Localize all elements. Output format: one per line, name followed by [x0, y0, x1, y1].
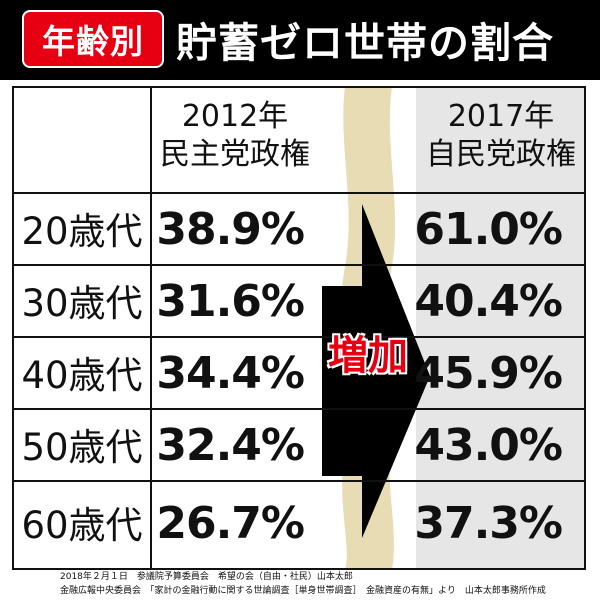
value-2012-50s: 32.4%: [156, 420, 305, 471]
column-year-2017: 2017年: [447, 99, 555, 134]
column-divider: [150, 86, 152, 570]
table-border-top: [12, 86, 586, 88]
row-divider: [12, 192, 586, 194]
value-2012-20s: 38.9%: [156, 204, 305, 255]
age-label-40s: 40歳代: [21, 354, 143, 397]
source-footer: 2018年２月１日 参議院予算委員会 希望の会（自由・社民）山本太郎 金融広報中…: [0, 570, 600, 600]
age-badge: 年齢別: [22, 10, 164, 68]
column-header-2012: 2012年 民主党政権: [150, 98, 320, 174]
value-2017-30s: 40.4%: [414, 276, 563, 327]
value-2012-40s: 34.4%: [156, 348, 305, 399]
footer-line-1: 2018年２月１日 参議院予算委員会 希望の会（自由・社民）山本太郎: [60, 572, 353, 582]
header-bar: 年齢別 貯蓄ゼロ世帯の割合: [0, 0, 600, 80]
column-party-2012: 民主党政権: [160, 137, 310, 172]
table-border-right: [584, 86, 586, 570]
table-border-left: [12, 86, 14, 570]
column-party-2017: 自民党政権: [426, 137, 576, 172]
column-2017-shade: [416, 86, 586, 570]
row-divider: [12, 408, 586, 410]
increase-label: 増加: [328, 333, 408, 379]
arrow-shape: [322, 204, 430, 538]
value-2012-60s: 26.7%: [156, 498, 305, 549]
row-divider: [12, 264, 586, 266]
value-2017-40s: 45.9%: [414, 348, 563, 399]
column-header-2017: 2017年 自民党政権: [416, 98, 586, 174]
column-year-2012: 2012年: [181, 99, 289, 134]
footer-line-2: 金融広報中央委員会 「家計の金融行動に関する世論調査［単身世帯調査］ 金融資産の…: [60, 586, 546, 596]
value-2017-50s: 43.0%: [414, 420, 563, 471]
row-divider: [12, 480, 586, 482]
value-2012-30s: 31.6%: [156, 276, 305, 327]
value-2017-20s: 61.0%: [414, 204, 563, 255]
value-2017-60s: 37.3%: [414, 498, 563, 549]
data-table: 2012年 民主党政権 2017年 自民党政権 20歳代 30歳代 40歳代 5…: [0, 86, 600, 570]
chart-title: 貯蓄ゼロ世帯の割合: [176, 19, 554, 67]
increase-arrow-graphic: [322, 86, 430, 570]
age-label-50s: 50歳代: [21, 426, 143, 469]
age-label-20s: 20歳代: [21, 210, 143, 253]
age-label-30s: 30歳代: [21, 282, 143, 325]
age-label-60s: 60歳代: [21, 504, 143, 547]
row-divider: [12, 336, 586, 338]
table-border-bottom: [12, 568, 586, 570]
